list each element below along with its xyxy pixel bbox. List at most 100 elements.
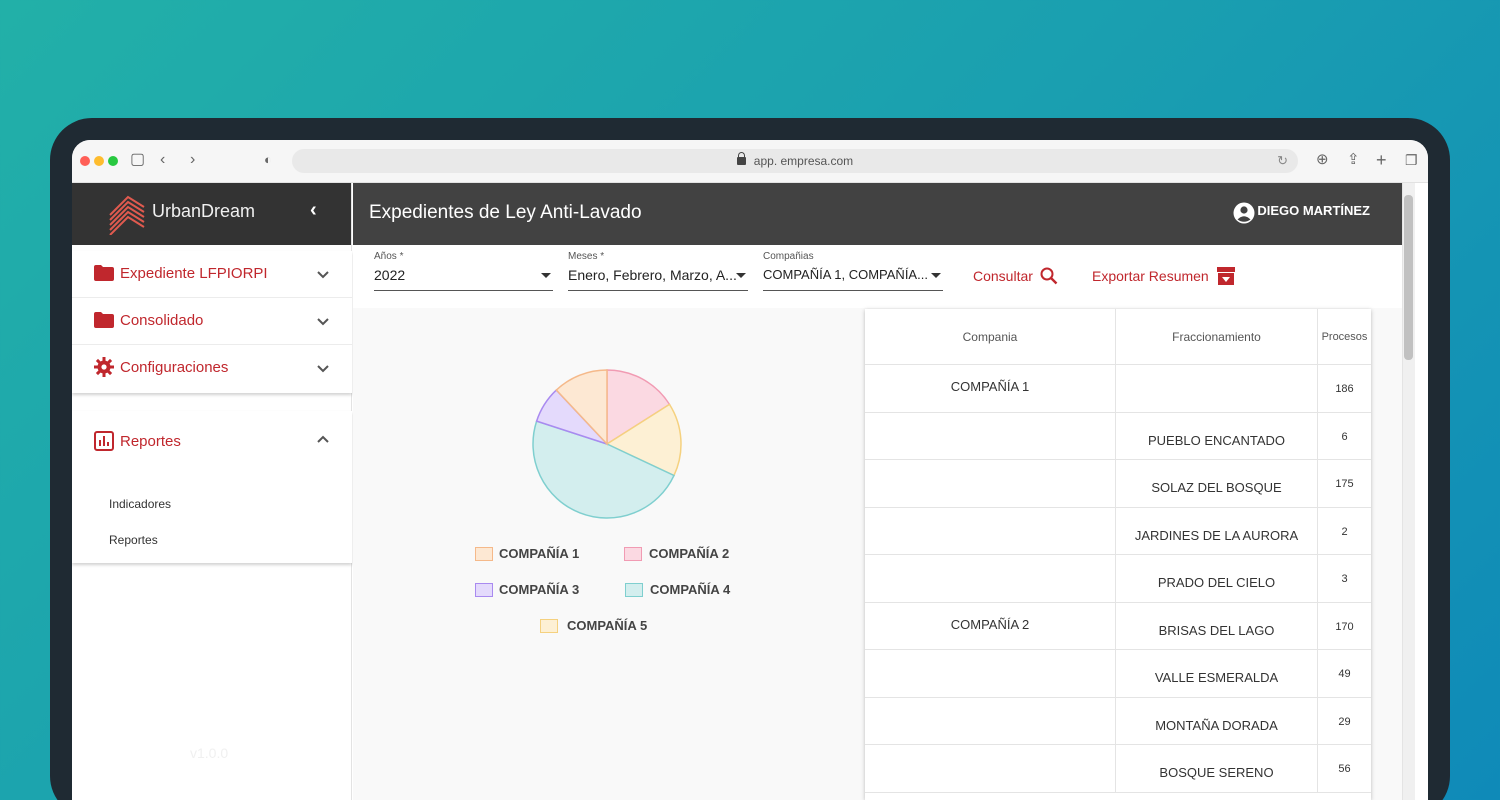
months-select[interactable]: Meses * Enero, Febrero, Marzo, A... [568,251,748,291]
back-icon[interactable]: ‹ [160,151,166,168]
export-label: Exportar Resumen [1092,268,1209,284]
brand-name: UrbanDream [152,201,256,221]
sidebar-item-configuraciones[interactable]: Configuraciones [72,345,352,392]
cell-development: BRISAS DEL LAGO [1116,602,1318,649]
legend-swatch-5[interactable] [540,619,558,633]
pie-slice-5[interactable] [605,403,682,477]
chevron-up-icon[interactable] [316,433,330,447]
reload-icon[interactable]: ↻ [1277,153,1288,168]
cell-company [865,650,1116,697]
legend-label-4[interactable]: COMPAÑÍA 4 [650,582,731,597]
table-row: BOSQUE SERENO 56 [865,745,1371,793]
forward-icon[interactable]: › [190,151,196,168]
shield-icon[interactable]: ◐ [264,152,272,167]
cell-development: MONTAÑA DORADA [1116,697,1318,744]
cell-company [865,697,1116,744]
summary-table: Compania Fraccionamiento Procesos COMPAÑ… [865,309,1371,800]
user-avatar-icon[interactable] [1233,202,1255,224]
main-content: Expedientes de Ley Anti-Lavado DIEGO MAR… [353,183,1415,800]
top-app-bar: Expedientes de Ley Anti-Lavado DIEGO MAR… [353,183,1415,245]
chevron-down-icon[interactable] [316,361,330,375]
legend-label-3[interactable]: COMPAÑÍA 3 [499,582,580,597]
sidebar-toggle-icon[interactable]: ▢ [130,151,146,168]
sidebar-subitem-reportes[interactable]: Reportes [109,533,158,547]
cell-company [865,745,1116,792]
table-row: PRADO DEL CIELO 3 [865,555,1371,603]
sidebar-item-expediente[interactable]: Expediente LFPIORPI [72,251,352,298]
legend-swatch-1[interactable] [475,547,493,561]
cell-company [865,507,1116,554]
share-icon[interactable]: ⇪ [1347,151,1360,168]
user-name[interactable]: DIEGO MARTÍNEZ [1257,203,1370,218]
table-header-row: Compania Fraccionamiento Procesos [865,309,1371,365]
cell-processes: 3 [1341,573,1348,585]
cell-company [865,555,1116,602]
screen: ▢ ‹ › ◐ app. empresa.com ↻ ⊕ ⇪ + ❐ Urban… [72,140,1428,800]
dropdown-arrow-icon [736,273,746,278]
lock-icon [736,152,746,165]
legend-swatch-4[interactable] [625,583,643,597]
page-title: Expedientes de Ley Anti-Lavado [369,202,642,223]
cell-company [865,412,1116,459]
cell-development: BOSQUE SERENO [1116,745,1318,792]
dropdown-arrow-icon [931,273,941,278]
legend-label-5[interactable]: COMPAÑÍA 5 [567,618,648,633]
main-menu: Expediente LFPIORPI Consolidado [72,251,352,393]
new-tab-icon[interactable]: + [1376,150,1387,170]
download-icon[interactable]: ⊕ [1316,151,1329,168]
table-row: MONTAÑA DORADA 29 [865,697,1371,745]
companies-select[interactable]: Compañias COMPAÑÍA 1, COMPAÑÍA... [763,251,943,291]
cell-development: JARDINES DE LA AURORA [1116,507,1318,554]
legend-swatch-3[interactable] [475,583,493,597]
chevron-down-icon[interactable] [316,267,330,281]
url-text: app. empresa.com [753,154,854,168]
urbandream-logo-icon [109,195,145,235]
cell-development: VALLE ESMERALDA [1116,650,1318,697]
legend-swatch-2[interactable] [624,547,642,561]
tabs-overview-icon[interactable]: ❐ [1405,152,1418,168]
table-row: COMPAÑÍA 1 186 [865,365,1371,413]
pie-slice-2[interactable] [606,369,671,446]
years-select[interactable]: Años * 2022 [374,251,553,291]
cell-processes: 29 [1338,715,1351,728]
address-bar[interactable]: app. empresa.com ↻ [292,149,1298,173]
header-compania: Compania [865,309,1116,364]
filters-bar: Años * 2022 Meses * Enero, Febrero, Marz… [353,245,1415,308]
cell-development: PRADO DEL CIELO [1116,555,1318,602]
cell-processes: 2 [1341,525,1348,538]
minimize-window-button[interactable] [94,156,104,166]
months-value: Enero, Febrero, Marzo, A... [568,267,737,283]
pie-slice-1[interactable] [555,369,608,446]
folder-icon [94,312,114,328]
sidebar-item-reportes[interactable]: Reportes [72,411,352,467]
sidebar-subitem-indicadores[interactable]: Indicadores [109,497,172,511]
chevron-down-icon[interactable] [316,314,330,328]
sidebar-item-consolidado[interactable]: Consolidado [72,298,352,345]
cell-development: PUEBLO ENCANTADO [1116,412,1318,459]
sidebar: UrbanDream ‹ Expediente LFPIORPI Consoli… [72,183,352,800]
folder-icon [94,265,114,281]
companies-label: Compañias [763,251,814,262]
consult-label: Consultar [973,268,1033,284]
bar-chart-icon [94,431,114,451]
maximize-window-button[interactable] [108,156,118,166]
sidebar-item-label: Reportes [120,433,181,450]
header-procesos: Procesos [1321,331,1368,343]
table-row: JARDINES DE LA AURORA 2 [865,507,1371,555]
close-window-button[interactable] [80,156,90,166]
collapse-sidebar-icon[interactable]: ‹ [310,199,317,221]
cell-processes: 186 [1335,383,1354,395]
months-label: Meses * [568,251,605,262]
sidebar-item-label: Expediente LFPIORPI [120,265,268,282]
export-summary-button[interactable]: Exportar Resumen [1092,267,1235,285]
legend-label-2[interactable]: COMPAÑÍA 2 [649,546,730,561]
legend-label-1[interactable]: COMPAÑÍA 1 [499,546,580,561]
scrollbar-thumb[interactable] [1404,195,1413,360]
cell-processes: 175 [1335,478,1354,490]
archive-download-icon [1216,267,1235,285]
consult-button[interactable]: Consultar [973,267,1058,285]
sidebar-header: UrbanDream ‹ [72,183,351,245]
cell-processes: 170 [1335,620,1354,633]
pie-slice-4[interactable] [532,420,675,519]
scrollbar[interactable] [1402,183,1415,800]
